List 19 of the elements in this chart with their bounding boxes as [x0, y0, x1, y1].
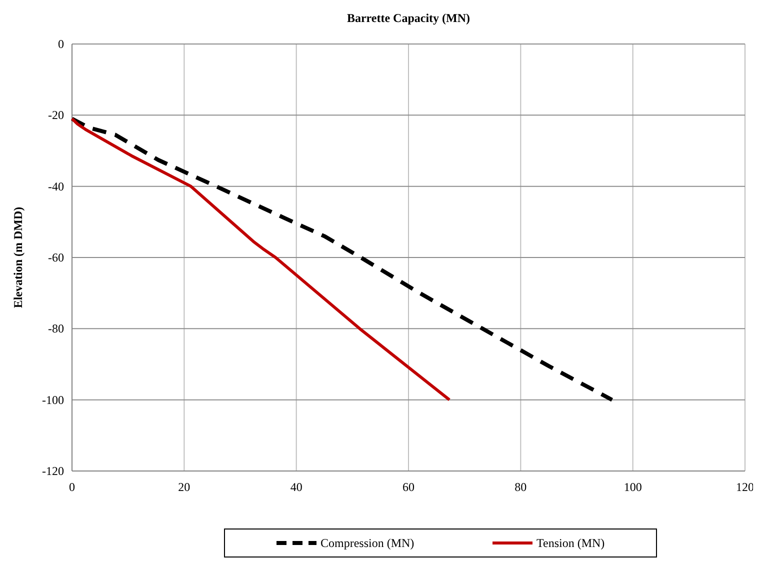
- chart-title: Barrette Capacity (MN): [346, 11, 470, 25]
- legend-label: Compression (MN): [320, 536, 414, 550]
- line-series: [70, 116, 614, 402]
- line-series: [70, 117, 451, 402]
- x-tick-label: 20: [178, 480, 190, 494]
- y-tick-label: -60: [48, 250, 64, 264]
- x-tick-label: 100: [624, 480, 642, 494]
- y-tick-label: 0: [58, 37, 64, 51]
- y-tick-label: -100: [42, 392, 64, 407]
- y-tick-label: -40: [48, 179, 64, 194]
- legend-label: Tension (MN): [536, 536, 605, 550]
- y-tick-label: -80: [48, 322, 64, 336]
- x-tick-label: 40: [290, 480, 302, 494]
- y-axis-title: Elevation (m DMD): [11, 206, 25, 308]
- x-tick-label: 0: [69, 480, 75, 494]
- y-tick-label: -120: [42, 464, 64, 478]
- x-tick-label: 60: [402, 480, 414, 494]
- x-tick-label: 80: [514, 480, 527, 494]
- y-tick-label: -20: [48, 108, 64, 122]
